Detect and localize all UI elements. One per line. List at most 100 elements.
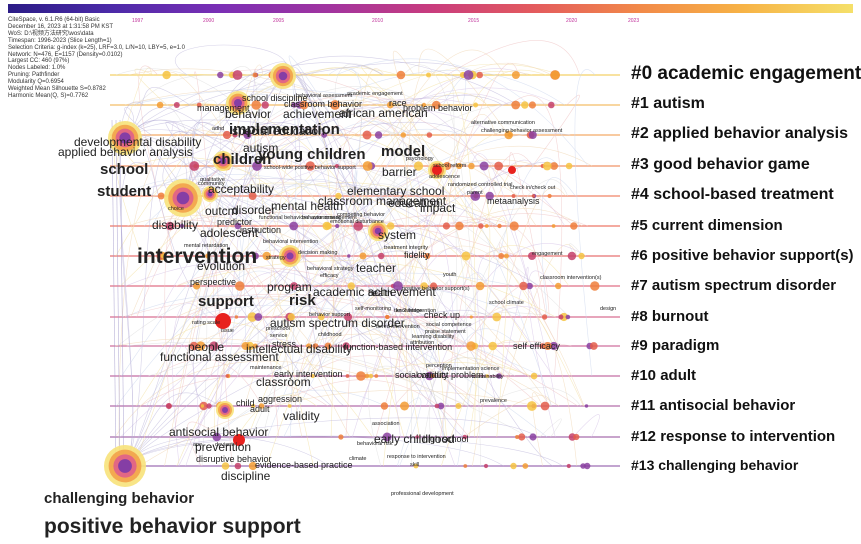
keyword-node	[504, 130, 513, 140]
keyword-node	[196, 102, 202, 108]
keyword-node	[108, 121, 142, 155]
keyword-node	[356, 371, 366, 381]
keyword-node	[235, 281, 245, 291]
keyword-node	[234, 222, 241, 230]
citation-link	[134, 219, 245, 467]
meta-line: Largest CC: 460 (97%)	[8, 58, 70, 65]
keyword-node	[306, 343, 312, 349]
keyword-node	[362, 130, 372, 140]
citation-link	[111, 119, 117, 471]
keyword-label: support	[198, 293, 254, 310]
keyword-node	[555, 282, 562, 290]
keyword-node	[279, 245, 301, 267]
keyword-label: disability	[152, 218, 198, 232]
keyword-label: rating scale	[192, 320, 220, 326]
keyword-node	[430, 282, 438, 290]
keyword-node	[359, 252, 367, 260]
citation-link	[317, 159, 441, 318]
citation-link	[373, 130, 396, 227]
keyword-label: validity	[283, 409, 320, 423]
citation-link	[172, 303, 208, 467]
keyword-labels: positive behavior support challenging beh…	[44, 91, 616, 538]
citation-link	[216, 69, 575, 227]
meta-line: Network: N=476, E=1157 (Density=0.0102)	[8, 51, 123, 58]
citation-link	[127, 214, 476, 377]
node-ring	[234, 99, 242, 107]
citation-link	[322, 247, 415, 287]
keyword-label: engagement	[532, 251, 563, 257]
keyword-label: classroom	[256, 375, 311, 389]
citation-link	[282, 71, 553, 467]
keyword-node	[519, 281, 528, 291]
citation-link	[257, 185, 343, 257]
citation-link	[229, 249, 446, 377]
citation-link	[120, 178, 302, 227]
citation-link	[114, 149, 142, 257]
citation-link	[139, 376, 328, 407]
keyword-label: behavior	[225, 107, 271, 121]
citation-link	[312, 287, 523, 347]
citation-link	[485, 245, 570, 287]
citation-link	[176, 267, 541, 407]
keyword-node	[162, 70, 171, 80]
keyword-node	[528, 101, 537, 109]
keyword-label: school-wide positive behavior support	[264, 165, 356, 171]
keyword-label: positive behavior support(s)	[402, 286, 470, 292]
citation-link	[214, 350, 295, 438]
keyword-label: childhood	[318, 332, 342, 338]
keyword-label: professional development	[391, 491, 454, 497]
citation-link	[144, 186, 226, 227]
keyword-node	[522, 463, 529, 469]
keyword-label: behavioral risk	[357, 441, 393, 447]
node-ring	[118, 459, 132, 473]
citation-link	[426, 243, 587, 407]
keyword-node	[380, 402, 389, 410]
keyword-label: perspective	[190, 277, 236, 287]
citation-link	[247, 92, 488, 438]
citation-link	[446, 40, 580, 76]
citation-link	[434, 73, 476, 438]
cluster-label: #12 response to intervention	[631, 427, 836, 445]
citation-link	[457, 157, 559, 467]
keyword-node	[589, 342, 598, 350]
keyword-node	[262, 251, 271, 261]
keyword-label: sustainability	[472, 374, 504, 380]
keyword-label: qualitative	[200, 177, 225, 183]
citation-link	[124, 62, 383, 141]
meta-line: Timespan: 1996-2023 (Slice Length=1)	[8, 37, 112, 44]
year-label: 2023	[628, 18, 640, 24]
citation-link	[266, 133, 369, 377]
keyword-node	[248, 192, 257, 200]
keyword-node	[521, 101, 529, 109]
keyword-label: prevalence	[480, 398, 507, 404]
citation-link	[125, 262, 327, 318]
keyword-label: school	[100, 161, 148, 178]
keyword-node	[216, 401, 234, 419]
citation-link	[335, 58, 589, 167]
citation-link	[171, 122, 216, 287]
keyword-node	[542, 161, 552, 171]
keyword-node	[463, 70, 474, 80]
citation-link	[161, 321, 373, 438]
citation-link	[193, 182, 530, 347]
keyword-node	[213, 151, 233, 171]
keyword-label: race	[389, 98, 407, 108]
year-label: 2015	[468, 18, 480, 24]
citation-link	[129, 88, 393, 106]
keyword-label: challenging behavior assessment	[481, 128, 563, 134]
keyword-node	[330, 100, 340, 110]
keyword-label: competing behavior	[337, 212, 385, 218]
keyword-node	[511, 71, 520, 79]
cluster-label: #6 positive behavior support(s)	[631, 246, 854, 264]
citation-link	[269, 154, 292, 287]
citation-link	[136, 95, 410, 318]
keyword-node	[413, 161, 424, 171]
keyword-label: knowledge	[396, 308, 422, 314]
keyword-label: ape	[193, 442, 202, 448]
citation-link	[128, 68, 519, 197]
keyword-node	[478, 223, 484, 229]
keyword-label: achievement	[283, 107, 352, 121]
keyword-label: conduct problem	[417, 370, 484, 380]
